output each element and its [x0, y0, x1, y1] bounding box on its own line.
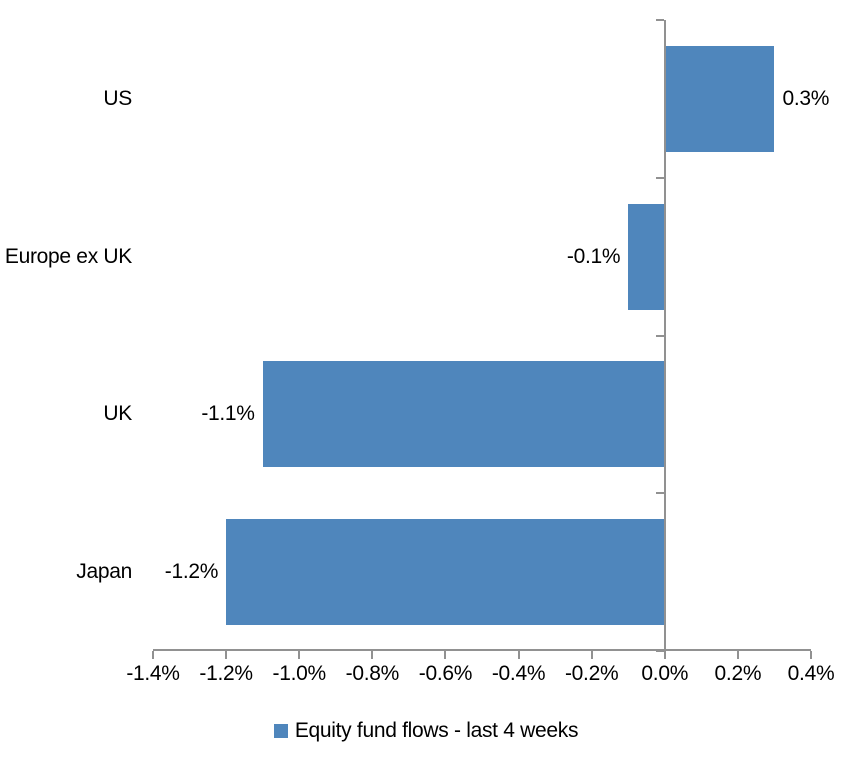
legend-swatch-icon: [273, 724, 288, 738]
category-label: US: [103, 86, 132, 110]
category-axis-tick: [655, 334, 664, 337]
x-axis-tick: [225, 651, 228, 659]
x-tick-label: -0.6%: [418, 662, 473, 685]
category-axis-tick: [655, 650, 664, 652]
x-axis-line: [153, 649, 811, 651]
x-tick-label: -1.2%: [199, 662, 253, 685]
category-label: Europe ex UK: [4, 244, 132, 268]
x-axis-tick: [298, 651, 301, 659]
x-tick-label: -1.0%: [272, 662, 327, 685]
x-axis-tick: [371, 651, 374, 659]
x-tick-label: -1.4%: [126, 662, 180, 685]
x-tick-label: -0.8%: [345, 662, 400, 685]
x-axis-tick: [736, 651, 739, 659]
x-tick-label: 0.2%: [714, 662, 762, 685]
legend: Equity fund flows - last 4 weeks: [0, 716, 852, 746]
x-tick-label: 0.0%: [641, 662, 689, 685]
zero-axis-line: [663, 20, 666, 659]
category-axis-tick: [655, 19, 664, 21]
value-label: -1.2%: [164, 560, 219, 584]
x-axis-tick: [517, 651, 520, 659]
bar: [262, 361, 665, 468]
value-label: -0.1%: [566, 244, 621, 268]
bar: [226, 519, 665, 626]
category-axis-tick: [655, 492, 664, 495]
x-tick-label: -0.4%: [491, 662, 546, 685]
category-label: UK: [103, 402, 132, 426]
value-label: -1.1%: [201, 402, 255, 426]
x-axis-tick: [810, 651, 812, 659]
bar: [664, 45, 775, 152]
plot-area: 0.3% -0.1% -1.1% -1.2% -1.4% -1.2% -1.0% -0.8% -…: [126, 19, 835, 685]
value-label: 0.3%: [782, 86, 830, 110]
x-axis-tick: [152, 651, 154, 659]
x-axis-tick: [590, 651, 593, 659]
x-tick-label: 0.4%: [787, 662, 835, 685]
x-axis-tick: [663, 651, 666, 659]
category-axis-tick: [655, 176, 664, 179]
x-tick-label: -0.2%: [564, 662, 619, 685]
bar: [628, 203, 665, 310]
category-label: Japan: [76, 560, 132, 584]
x-axis-tick: [444, 651, 447, 659]
legend-label: Equity fund flows - last 4 weeks: [294, 719, 579, 742]
